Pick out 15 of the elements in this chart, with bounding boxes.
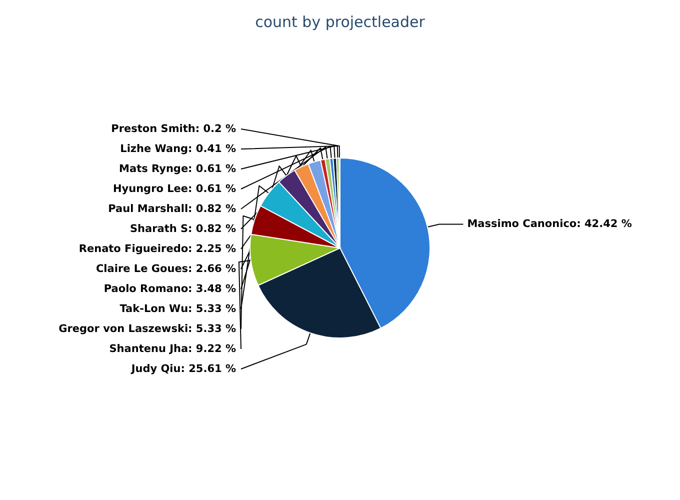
slice-label: Massimo Canonico: 42.42 % xyxy=(467,218,632,230)
slice-label: Judy Qiu: 25.61 % xyxy=(130,363,236,375)
slice-label: Tak-Lon Wu: 5.33 % xyxy=(120,303,236,315)
slice-label: Lizhe Wang: 0.41 % xyxy=(120,143,236,155)
slice-label: Paul Marshall: 0.82 % xyxy=(108,203,236,215)
slice-label: Preston Smith: 0.2 % xyxy=(111,123,236,135)
slice-label: Hyungro Lee: 0.61 % xyxy=(112,183,236,195)
chart-title: count by projectleader xyxy=(255,13,426,31)
slice-label: Mats Rynge: 0.61 % xyxy=(119,163,236,175)
slice-label: Claire Le Goues: 2.66 % xyxy=(96,263,236,275)
slice-label: Gregor von Laszewski: 5.33 % xyxy=(58,323,236,335)
slice-label: Paolo Romano: 3.48 % xyxy=(104,283,236,295)
slice-label: Sharath S: 0.82 % xyxy=(130,223,236,235)
slice-label: Shantenu Jha: 9.22 % xyxy=(109,343,236,355)
slice-label: Renato Figueiredo: 2.25 % xyxy=(78,243,236,255)
